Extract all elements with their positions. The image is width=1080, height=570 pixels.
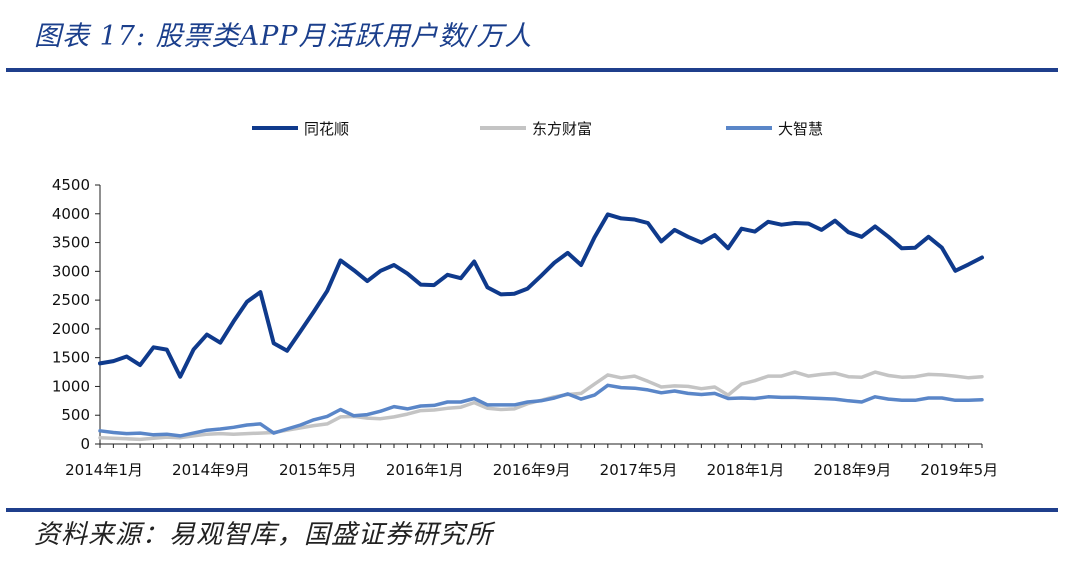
x-tick-label: 2014年1月	[65, 461, 143, 479]
x-tick-label: 2017年5月	[600, 461, 678, 479]
series-line-3	[98, 383, 984, 438]
x-tick-label: 2018年9月	[814, 461, 892, 479]
x-tick-label: 2016年9月	[493, 461, 571, 479]
x-tick-label: 2015年5月	[279, 461, 357, 479]
top-divider	[6, 68, 1058, 72]
x-tick-label: 2016年1月	[386, 461, 464, 479]
source-note: 资料来源：易观智库，国盛证券研究所	[34, 520, 494, 550]
x-tick-label: 2018年1月	[707, 461, 785, 479]
y-tick-label: 2500	[52, 291, 90, 309]
figure-title: 图表 17: 股票类APP月活跃用户数/万人	[34, 21, 533, 52]
legend-label: 大智慧	[778, 120, 823, 138]
y-tick-label: 3500	[52, 234, 90, 252]
x-tick-label: 2014年9月	[172, 461, 250, 479]
y-tick-label: 3000	[52, 262, 90, 280]
y-tick-label: 1000	[52, 377, 90, 395]
y-tick-label: 4500	[52, 176, 90, 194]
y-tick-label: 500	[61, 406, 90, 424]
series-line-1	[98, 212, 984, 379]
y-tick-label: 2000	[52, 320, 90, 338]
y-tick-label: 4000	[52, 205, 90, 223]
y-tick-label: 1500	[52, 349, 90, 367]
x-tick-label: 2019年5月	[920, 461, 998, 479]
bottom-divider	[6, 508, 1058, 512]
series-line-2	[98, 370, 984, 442]
legend-label: 同花顺	[304, 120, 349, 138]
legend-label: 东方财富	[532, 120, 592, 138]
y-tick-label: 0	[80, 435, 90, 453]
